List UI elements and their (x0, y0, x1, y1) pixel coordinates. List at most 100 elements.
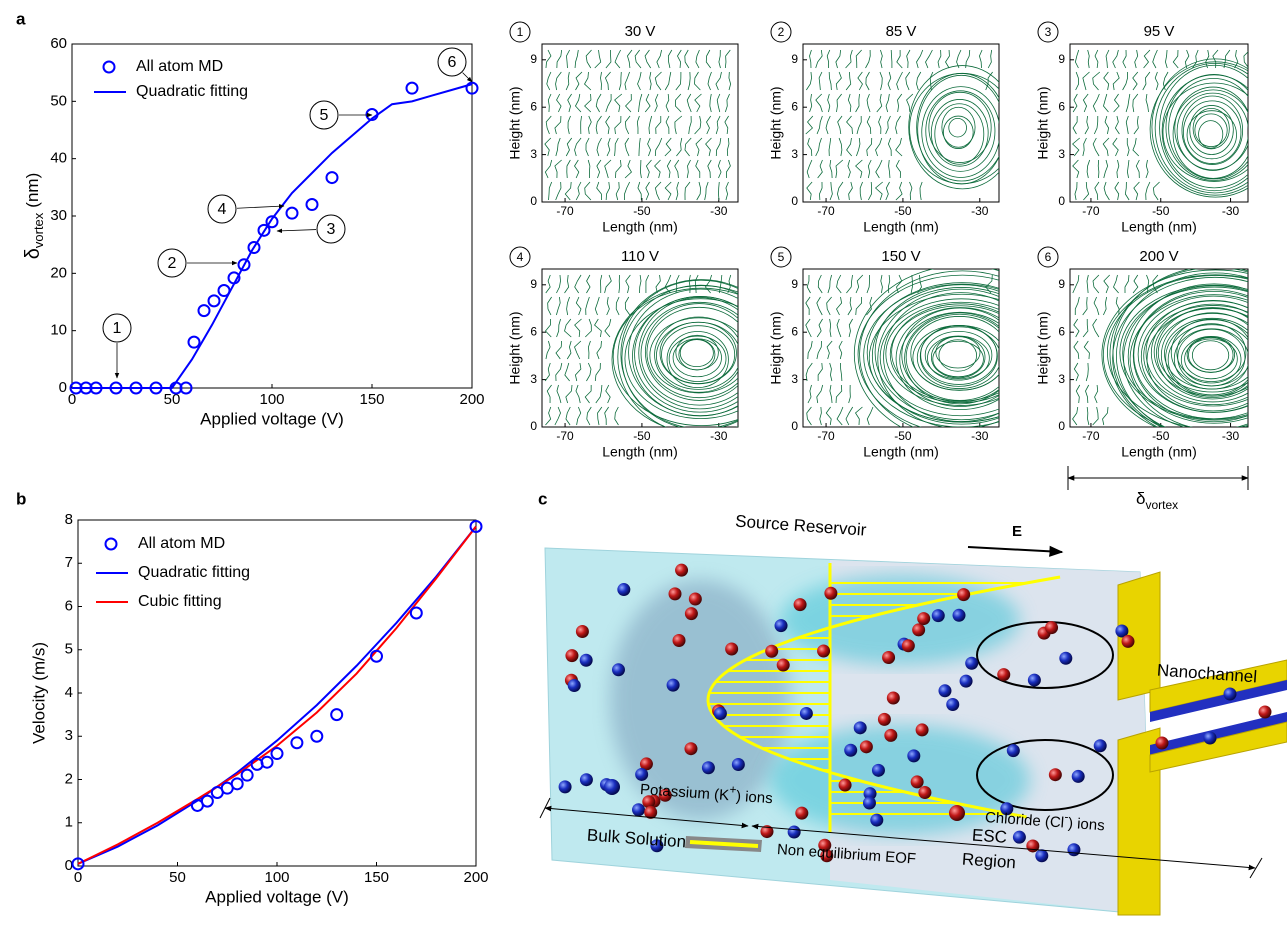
vortex-streamline (1194, 113, 1228, 148)
field-label: E (1012, 523, 1022, 540)
streamline (604, 71, 611, 91)
streamline (1154, 71, 1159, 91)
streamline (695, 137, 703, 157)
label-part: δ (1136, 489, 1145, 508)
vortex-streamline (885, 301, 999, 406)
streamline (1104, 115, 1110, 135)
panel-title: 30 V (625, 23, 656, 40)
ion (1000, 802, 1014, 816)
vortex-streamline (617, 279, 738, 427)
x-tick-label: -30 (1222, 204, 1240, 218)
ion (915, 723, 929, 737)
vortex-streamline (871, 287, 999, 425)
streamline (855, 296, 863, 316)
streamline (876, 93, 883, 113)
streamline (637, 71, 642, 91)
vortex-streamline (895, 307, 999, 411)
streamline (564, 362, 570, 382)
fit-line (77, 525, 477, 865)
ion (1027, 673, 1041, 687)
plot-frame (802, 43, 1000, 203)
streamline (845, 49, 853, 69)
ion (672, 633, 686, 647)
label-sub: vortex (1145, 498, 1178, 512)
streamline (1122, 49, 1127, 69)
panel-number: 2 (778, 25, 785, 39)
streamline (880, 274, 883, 294)
x-tick-label: -50 (633, 429, 651, 443)
streamline (1073, 362, 1079, 382)
x-tick-label: -70 (556, 429, 574, 443)
streamline (654, 181, 662, 201)
ion (668, 587, 682, 601)
streamline (624, 181, 631, 201)
y-tick-label: 6 (791, 99, 798, 113)
x-tick-label: 100 (264, 869, 289, 886)
ion (787, 825, 801, 839)
streamline (805, 296, 811, 316)
vortex-streamline (1159, 64, 1248, 192)
label-part: Potassium (K (639, 781, 729, 804)
ion (997, 668, 1011, 682)
streamline (695, 49, 700, 69)
y-tick-label: 0 (1058, 194, 1065, 208)
y-tick-label: 6 (1058, 99, 1065, 113)
vortex-streamline (857, 274, 999, 427)
ion (701, 761, 715, 775)
streamline (637, 181, 642, 201)
vortex-streamline (638, 297, 738, 410)
streamline (644, 93, 651, 113)
streamline (674, 159, 680, 179)
streamline (566, 49, 570, 69)
x-tick-label: -70 (1082, 204, 1100, 218)
streamlines (805, 49, 999, 201)
streamline (1223, 49, 1231, 69)
streamline (586, 406, 592, 426)
ion (859, 740, 873, 754)
streamline (614, 115, 622, 135)
vortex-streamline (928, 91, 992, 163)
streamline (1145, 159, 1149, 179)
panel-number: 1 (517, 25, 524, 39)
streamline (895, 181, 903, 201)
streamline (596, 340, 602, 360)
streamline (1134, 49, 1139, 69)
streamline (806, 181, 813, 201)
streamline (909, 181, 913, 201)
x-axis-label: Length (nm) (602, 444, 677, 460)
annotation-label: 5 (320, 107, 329, 124)
plot-frame (1069, 268, 1249, 428)
y-axis-label: Height (nm) (1035, 311, 1051, 384)
data-point (265, 215, 279, 229)
streamline (835, 49, 842, 69)
streamline (826, 340, 833, 360)
streamline (1124, 274, 1130, 294)
streamline (585, 296, 590, 316)
vortex-streamline (921, 86, 999, 178)
legend-marker (102, 60, 116, 74)
ion (635, 767, 649, 781)
vortex-scale: δvortex (1067, 466, 1249, 512)
streamline (897, 93, 903, 113)
streamline (1102, 137, 1110, 157)
streamline (945, 49, 950, 69)
streamline (818, 71, 823, 91)
data-point (285, 206, 299, 220)
annotation-label: 1 (113, 320, 122, 337)
data-point (270, 747, 284, 761)
streamline (1094, 384, 1099, 404)
streamline (1072, 274, 1080, 294)
streamline (895, 115, 901, 135)
streamline (829, 159, 833, 179)
legend-label: All atom MD (138, 535, 225, 552)
streamline (715, 137, 722, 157)
legend-ion (604, 779, 620, 795)
vortex-streamline (1191, 340, 1230, 371)
ion (650, 839, 664, 853)
streamline (586, 274, 591, 294)
vortex-streamline (1157, 313, 1248, 393)
streamline (1115, 296, 1120, 316)
streamline (718, 49, 721, 69)
streamline (846, 115, 853, 135)
